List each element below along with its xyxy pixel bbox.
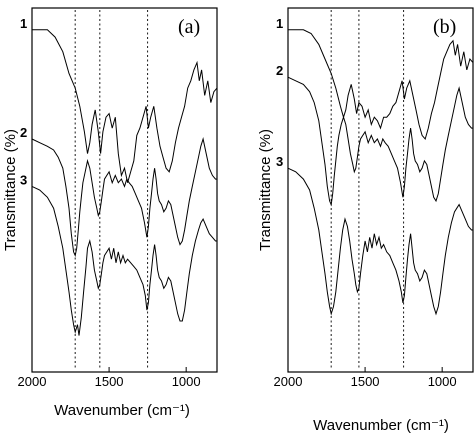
panel-a: 1 2 3 2000 1500 1000 (a) Wavenumber (cm⁻¹) T… xyxy=(2,7,218,419)
y-axis-title-a: Transmittance (%) xyxy=(2,129,19,251)
curve-label-b-1: 1 xyxy=(276,16,283,31)
x-axis-title-a: Wavenumber (cm⁻¹) xyxy=(54,402,190,419)
spectrum-curve-b-2 xyxy=(287,76,473,207)
x-tick-label-a-2000: 2000 xyxy=(18,374,47,389)
spectrum-curve-b-3 xyxy=(287,167,473,316)
reference-lines-a xyxy=(74,10,149,370)
x-tick-label-b-2000: 2000 xyxy=(274,374,303,389)
reference-lines-b xyxy=(330,10,405,370)
panel-label-b: (b) xyxy=(433,16,456,38)
curve-label-a-2: 2 xyxy=(20,125,27,140)
ticks-a: 2000 1500 1000 xyxy=(18,367,201,389)
curve-label-a-3: 3 xyxy=(20,172,27,187)
panel-b: 1 2 3 2000 1500 1000 (b) Wavenumber (cm⁻¹) T… xyxy=(257,7,474,434)
spectrum-curve-a-2 xyxy=(31,137,217,258)
plot-frame-b xyxy=(287,7,474,373)
spectrum-curve-a-1 xyxy=(32,29,218,183)
curves-a: 1 2 3 xyxy=(20,16,218,336)
curves-b: 1 2 3 xyxy=(276,16,474,316)
panel-label-a: (a) xyxy=(178,16,200,38)
curve-label-a-1: 1 xyxy=(20,16,27,31)
x-tick-label-b-1000: 1000 xyxy=(428,374,457,389)
x-tick-label-a-1500: 1500 xyxy=(95,374,124,389)
spectrum-curve-a-3 xyxy=(31,185,217,336)
y-axis-title-b: Transmittance (%) xyxy=(257,129,274,251)
spectrum-curve-b-1 xyxy=(288,29,474,141)
curve-label-b-3: 3 xyxy=(276,154,283,169)
x-tick-label-b-1500: 1500 xyxy=(351,374,380,389)
x-axis-title-b: Wavenumber (cm⁻¹) xyxy=(313,417,449,434)
ticks-b: 2000 1500 1000 xyxy=(274,367,457,389)
plot-frame-a xyxy=(31,7,218,373)
x-tick-label-a-1000: 1000 xyxy=(172,374,201,389)
curve-label-b-2: 2 xyxy=(276,63,283,78)
